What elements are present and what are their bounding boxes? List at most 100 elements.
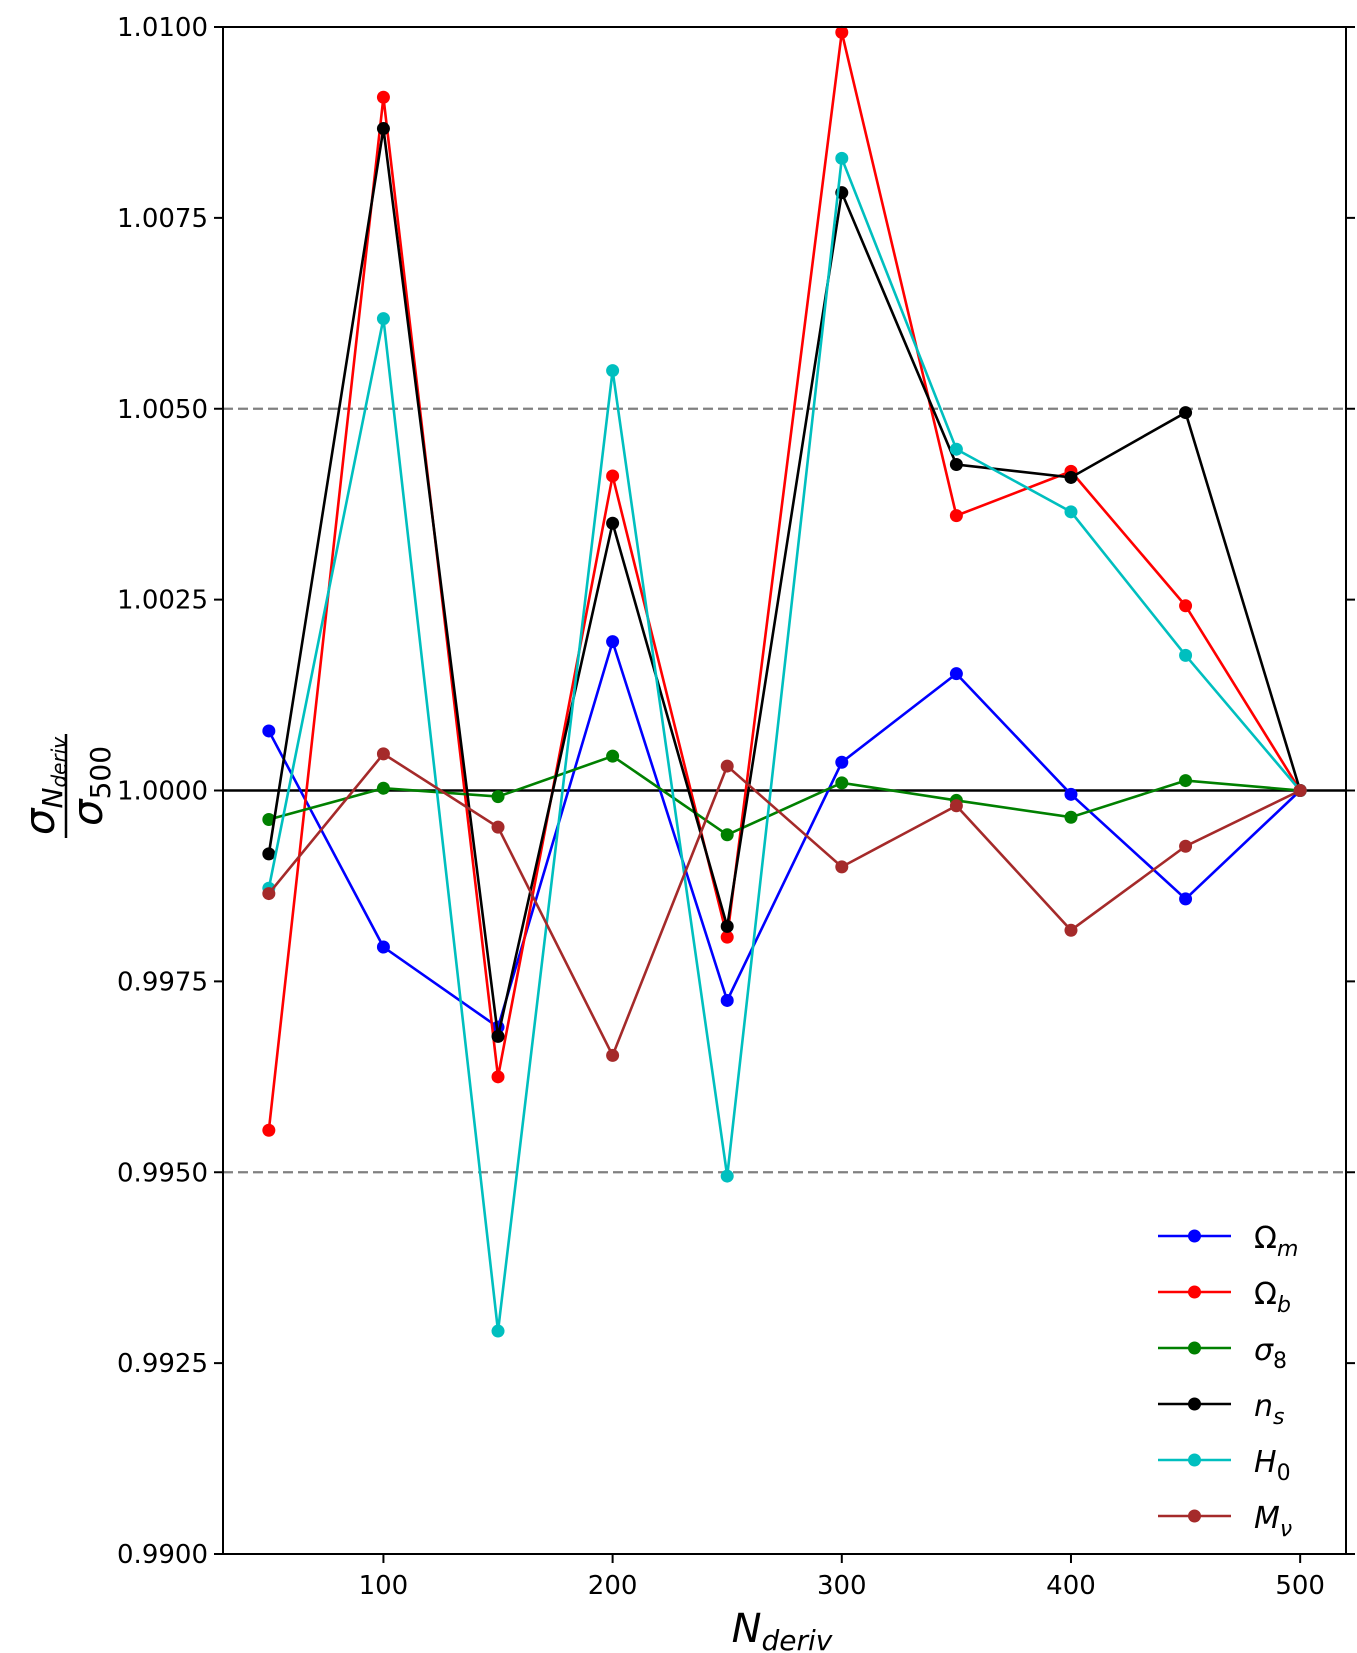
legend-entry: ns (1158, 1389, 1284, 1430)
series-5-point (1293, 784, 1307, 797)
legend-entry: Ωb (1158, 1277, 1291, 1318)
legend: Ωm Ωb σ8 ns H0 Mν (1158, 1221, 1298, 1542)
series-4-line (267, 157, 1302, 1332)
series-2-point (720, 828, 734, 842)
series-0-point (720, 993, 734, 1007)
series-0-point (262, 724, 276, 738)
legend-label: ns (1254, 1389, 1284, 1430)
series-0-point (376, 940, 390, 954)
y-axis-label: σNderiv σ500 (15, 734, 117, 838)
series-1-point (835, 25, 849, 39)
y-tick-label: 0.9975 (117, 967, 208, 997)
legend-label: Mν (1254, 1501, 1292, 1542)
series-3-point (491, 1029, 505, 1043)
series-5-point (376, 747, 390, 761)
series-4-point (376, 312, 390, 326)
series-0 (262, 635, 1307, 1034)
series-5-point (1064, 923, 1078, 937)
series-4-point (720, 1169, 734, 1183)
series-4-point (835, 151, 849, 165)
legend-marker (1188, 1453, 1201, 1467)
series-3 (262, 122, 1307, 1043)
y-axis: 0.9900 0.9925 0.9950 0.9975 1.0000 1.0025 1.00… (117, 13, 1355, 1570)
legend-marker (1188, 1509, 1201, 1523)
series-5 (262, 747, 1307, 1062)
series-4-point (1064, 505, 1078, 519)
series-0-point (1179, 892, 1193, 906)
series-4-point (1179, 648, 1193, 662)
y-tick-label: 0.9950 (117, 1158, 208, 1188)
series-5-point (262, 887, 276, 901)
y-tick-label: 0.9925 (117, 1349, 208, 1379)
series-5-point (720, 759, 734, 773)
series-0-point (949, 667, 963, 681)
y-tick-label: 1.0075 (117, 204, 208, 234)
series-0-point (835, 755, 849, 769)
series-4-point (606, 364, 620, 378)
series-1 (262, 25, 1307, 1137)
x-axis-label: Nderiv (732, 1606, 833, 1653)
series-3-point (1064, 470, 1078, 484)
x-axis: 100 200 300 400 500 (359, 1554, 1325, 1601)
y-tick-label: 1.0050 (117, 395, 208, 425)
legend-entry: Mν (1158, 1501, 1292, 1542)
series-2-point (835, 776, 849, 790)
series-5-point (606, 1048, 620, 1062)
y-tick-label: 1.0000 (117, 777, 208, 807)
series-5-point (949, 799, 963, 813)
legend-entry: σ8 (1158, 1333, 1287, 1374)
series-2-point (1064, 810, 1078, 824)
series-1-point (606, 469, 620, 483)
series-1-line (267, 32, 1302, 1131)
series-1-point (376, 90, 390, 104)
x-tick-label: 300 (817, 1571, 867, 1601)
series-2-point (606, 749, 620, 763)
legend-label: Ωm (1254, 1221, 1298, 1262)
x-tick-label: 500 (1275, 1571, 1325, 1601)
reference-lines (223, 407, 1346, 1174)
y-tick-label: 0.9900 (117, 1540, 208, 1570)
series-3-line (267, 128, 1302, 1037)
legend-label: H0 (1254, 1445, 1291, 1486)
legend-entry: H0 (1158, 1445, 1291, 1486)
legend-entry: Ωm (1158, 1221, 1298, 1262)
series-0-point (1064, 787, 1078, 801)
legend-label: Ωb (1254, 1277, 1291, 1318)
series-3-point (949, 457, 963, 471)
series-3-point (606, 516, 620, 530)
series-3-point (1179, 406, 1193, 420)
series-3-point (262, 847, 276, 861)
series-3-point (376, 122, 390, 136)
series-1-point (720, 930, 734, 944)
series-3-point (720, 919, 734, 933)
series-5-point (1179, 839, 1193, 853)
series-1-point (491, 1070, 505, 1084)
series-0-point (606, 635, 620, 649)
series-2-point (491, 790, 505, 804)
series-2-point (376, 781, 390, 795)
x-tick-label: 100 (359, 1571, 409, 1601)
series-2-point (262, 813, 276, 827)
series-2-point (1179, 774, 1193, 788)
legend-label: σ8 (1254, 1333, 1287, 1374)
legend-marker (1188, 1229, 1201, 1243)
series-2 (262, 749, 1307, 842)
series-layer (262, 25, 1307, 1338)
series-4-point (491, 1324, 505, 1338)
legend-marker (1188, 1397, 1201, 1411)
series-1-point (1179, 599, 1193, 613)
series-4 (262, 151, 1307, 1338)
y-label-denominator: σ500 (63, 746, 117, 826)
series-5-point (491, 820, 505, 834)
legend-marker (1188, 1341, 1201, 1355)
series-2-line (268, 754, 1301, 837)
series-0-line (267, 637, 1302, 1030)
x-tick-label: 400 (1046, 1571, 1096, 1601)
series-1-point (262, 1123, 276, 1137)
y-tick-label: 1.0100 (117, 13, 208, 43)
series-1-point (949, 509, 963, 523)
y-tick-label: 1.0025 (117, 586, 208, 616)
series-5-line (267, 752, 1301, 1059)
series-4-point (949, 442, 963, 456)
